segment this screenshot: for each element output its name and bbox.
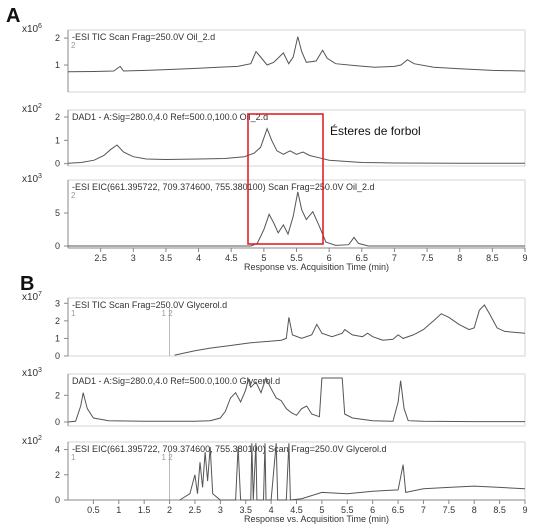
x-tick-label: 6.5 bbox=[356, 253, 369, 263]
x-tick-label: 7.5 bbox=[421, 253, 434, 263]
scale-exponent: 7 bbox=[38, 291, 42, 298]
x-axis-label: Response vs. Acquisition Time (min) bbox=[244, 514, 389, 524]
x-tick-label: 3.5 bbox=[160, 253, 173, 263]
y-tick-label: 0 bbox=[55, 495, 60, 505]
channel-label: 1 bbox=[71, 309, 76, 318]
y-tick-label: 2 bbox=[55, 316, 60, 326]
x-axis-label: Response vs. Acquisition Time (min) bbox=[244, 262, 389, 272]
scale-factor: x10 bbox=[22, 368, 39, 379]
chart-5: x10 3 DAD1 - A:Sig=280.0,4.0 Ref=500.0,100… bbox=[22, 367, 526, 427]
x-tick-label: 1 bbox=[116, 505, 121, 515]
series-line bbox=[174, 304, 526, 356]
scale-factor: x10 bbox=[22, 436, 39, 447]
y-tick-label: 2 bbox=[55, 470, 60, 480]
x-tick-label: 2.5 bbox=[94, 253, 107, 263]
y-tick-label: 0 bbox=[55, 417, 60, 427]
channel-label: 1 2 bbox=[162, 453, 174, 462]
y-tick-label: 2 bbox=[55, 33, 60, 43]
x-tick-label: 4 bbox=[269, 505, 274, 515]
x-tick-label: 7.5 bbox=[443, 505, 456, 515]
highlight-box bbox=[247, 113, 324, 245]
x-tick-label: 7 bbox=[392, 253, 397, 263]
scale-exponent: 2 bbox=[38, 103, 42, 110]
channel-label: 2 bbox=[71, 41, 76, 50]
x-tick-label: 5.5 bbox=[290, 253, 303, 263]
panel-label-a: A bbox=[6, 5, 20, 27]
x-tick-label: 6 bbox=[370, 505, 375, 515]
scale-factor: x10 bbox=[22, 104, 39, 115]
series-line bbox=[68, 191, 525, 247]
x-tick-label: 8 bbox=[472, 505, 477, 515]
scale-exponent: 3 bbox=[38, 173, 42, 180]
scale-exponent: 2 bbox=[38, 435, 42, 442]
x-tick-label: 4.5 bbox=[290, 505, 303, 515]
y-tick-label: 0 bbox=[55, 159, 60, 169]
series-line bbox=[67, 127, 525, 164]
x-tick-label: 9 bbox=[522, 505, 527, 515]
x-tick-label: 3.5 bbox=[239, 505, 252, 515]
x-tick-label: 5.5 bbox=[341, 505, 354, 515]
y-tick-label: 2 bbox=[55, 390, 60, 400]
chart-title: DAD1 - A:Sig=280.0,4.0 Ref=500.0,100.0 G… bbox=[72, 376, 280, 386]
y-tick-label: 4 bbox=[55, 445, 60, 455]
x-tick-label: 1.5 bbox=[138, 505, 151, 515]
channel-label: 1 2 bbox=[162, 309, 174, 318]
x-tick-label: 3 bbox=[131, 253, 136, 263]
chart-title: DAD1 - A:Sig=280.0,4.0 Ref=500.0,100.0 O… bbox=[72, 112, 268, 122]
chart-title: -ESI EIC(661.395722, 709.374600, 755.380… bbox=[72, 182, 374, 192]
x-tick-label: 6 bbox=[327, 253, 332, 263]
x-tick-label: 6.5 bbox=[392, 505, 405, 515]
series-line bbox=[67, 36, 526, 73]
y-tick-label: 0 bbox=[55, 351, 60, 361]
chart-6: x10 2-ESI EIC(661.395722, 709.374600, 755… bbox=[22, 435, 528, 524]
chart-title: -ESI TIC Scan Frag=250.0V Glycerol.d bbox=[72, 300, 227, 310]
y-tick-label: 5 bbox=[55, 208, 60, 218]
x-tick-label: 2 bbox=[167, 505, 172, 515]
scale-exponent: 6 bbox=[38, 23, 42, 30]
chart-title: -ESI EIC(661.395722, 709.374600, 755.380… bbox=[72, 444, 386, 454]
x-tick-label: 7 bbox=[421, 505, 426, 515]
x-tick-label: 8.5 bbox=[486, 253, 499, 263]
scale-factor: x10 bbox=[22, 292, 39, 303]
channel-label: 2 bbox=[71, 191, 76, 200]
x-tick-label: 8 bbox=[457, 253, 462, 263]
x-tick-label: 3 bbox=[218, 505, 223, 515]
charts: x10 6-ESI TIC Scan Frag=250.0V Oil_2.d212… bbox=[22, 23, 528, 524]
series-line bbox=[67, 376, 525, 423]
panel-label-b: B bbox=[20, 273, 34, 295]
x-tick-label: 0.5 bbox=[87, 505, 100, 515]
y-tick-label: 1 bbox=[55, 60, 60, 70]
scale-factor: x10 bbox=[22, 24, 39, 35]
x-tick-label: 5 bbox=[319, 505, 324, 515]
x-tick-label: 2.5 bbox=[189, 505, 202, 515]
y-tick-label: 1 bbox=[55, 135, 60, 145]
x-tick-label: 4 bbox=[196, 253, 201, 263]
annotation-label: Ésteres de forbol bbox=[330, 123, 421, 138]
x-tick-label: 4.5 bbox=[225, 253, 238, 263]
scale-factor: x10 bbox=[22, 174, 39, 185]
x-tick-label: 9 bbox=[522, 253, 527, 263]
chart-3: x10 3-ESI EIC(661.395722, 709.374600, 755… bbox=[22, 173, 528, 272]
x-tick-label: 8.5 bbox=[493, 505, 506, 515]
y-tick-label: 3 bbox=[55, 298, 60, 308]
chart-title: -ESI TIC Scan Frag=250.0V Oil_2.d bbox=[72, 32, 215, 42]
series-line bbox=[179, 443, 526, 501]
y-tick-label: 2 bbox=[55, 112, 60, 122]
scale-exponent: 3 bbox=[38, 367, 42, 374]
x-tick-label: 5 bbox=[261, 253, 266, 263]
channel-label: 1 bbox=[71, 453, 76, 462]
chart-4: x10 7 -ESI TIC Scan Frag=250.0V Glycerol.d… bbox=[22, 291, 526, 361]
y-tick-label: 0 bbox=[55, 241, 60, 251]
y-tick-label: 1 bbox=[55, 333, 60, 343]
